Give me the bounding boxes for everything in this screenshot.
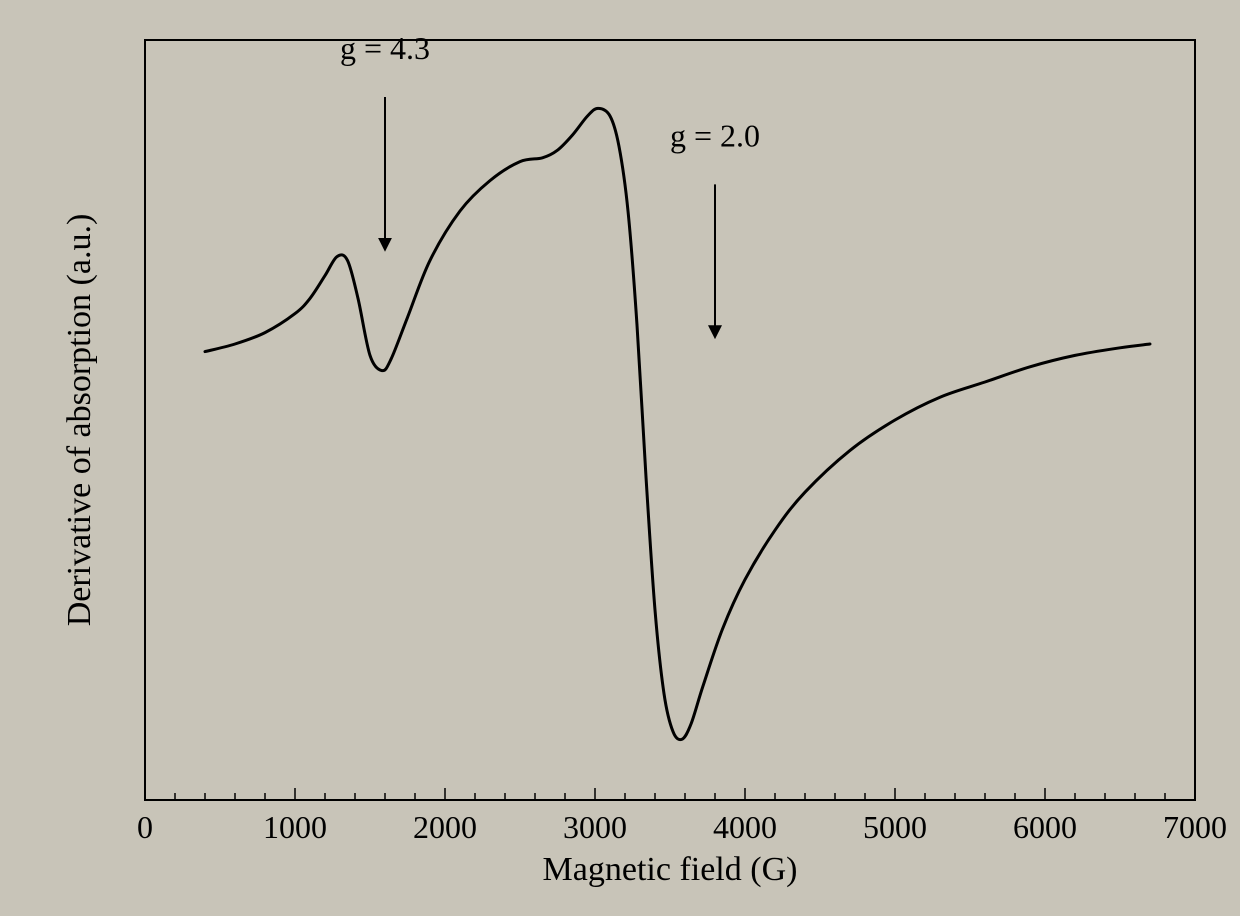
x-tick-label: 1000 (263, 809, 327, 845)
x-tick-label: 2000 (413, 809, 477, 845)
epr-spectrum-chart: 0 1000 2000 3000 4000 5000 6000 7000 Magnetic fi… (0, 0, 1240, 916)
x-tick-label: 7000 (1163, 809, 1227, 845)
chart-svg: 0 1000 2000 3000 4000 5000 6000 7000 Magnetic fi… (0, 0, 1240, 916)
annotation-label: g = 4.3 (340, 30, 430, 66)
y-axis-label: Derivative of absorption (a.u.) (61, 214, 98, 627)
x-tick-label: 5000 (863, 809, 927, 845)
x-axis-label: Magnetic field (G) (543, 851, 798, 888)
x-tick-label: 0 (137, 809, 153, 845)
x-tick-label: 3000 (563, 809, 627, 845)
annotation-label: g = 2.0 (670, 117, 760, 153)
x-tick-label: 6000 (1013, 809, 1077, 845)
x-tick-label: 4000 (713, 809, 777, 845)
